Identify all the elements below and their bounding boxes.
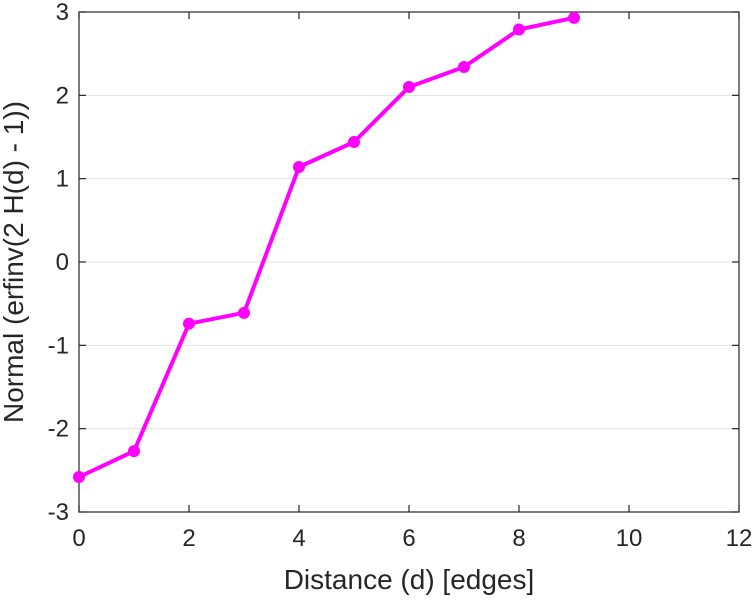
x-tick-label: 12 bbox=[726, 525, 753, 552]
y-axis-ticks: -3 -2 -1 0 1 2 3 bbox=[48, 0, 739, 526]
series-group bbox=[73, 11, 580, 483]
x-axis-ticks: 0 2 4 6 8 10 12 bbox=[72, 12, 752, 552]
x-tick-label: 2 bbox=[182, 525, 195, 552]
data-point bbox=[128, 445, 140, 458]
x-tick-label: 10 bbox=[616, 525, 643, 552]
y-tick-label: 3 bbox=[56, 0, 69, 26]
y-tick-label: -1 bbox=[48, 332, 69, 359]
y-tick-label: 1 bbox=[56, 166, 69, 193]
x-tick-label: 0 bbox=[72, 525, 85, 552]
data-point bbox=[348, 136, 360, 148]
data-point bbox=[458, 61, 470, 73]
grid-lines bbox=[79, 94, 739, 430]
series-line bbox=[77, 15, 576, 479]
y-tick-label: 2 bbox=[56, 82, 69, 109]
y-tick-label: -2 bbox=[48, 416, 69, 443]
data-point bbox=[293, 161, 305, 173]
data-point bbox=[238, 306, 250, 319]
data-point bbox=[183, 317, 195, 330]
x-axis-label: Distance (d) [edges] bbox=[284, 564, 535, 595]
x-tick-label: 8 bbox=[512, 525, 525, 552]
y-axis-label: Normal (erfinv(2 H(d) - 1)) bbox=[0, 101, 29, 423]
data-point bbox=[403, 81, 415, 93]
y-tick-label: 0 bbox=[56, 249, 69, 276]
x-tick-label: 4 bbox=[292, 525, 305, 552]
data-point bbox=[513, 23, 525, 36]
data-point bbox=[568, 11, 580, 24]
data-point bbox=[73, 471, 85, 483]
x-tick-label: 6 bbox=[402, 525, 415, 552]
y-tick-label: -3 bbox=[48, 499, 69, 526]
